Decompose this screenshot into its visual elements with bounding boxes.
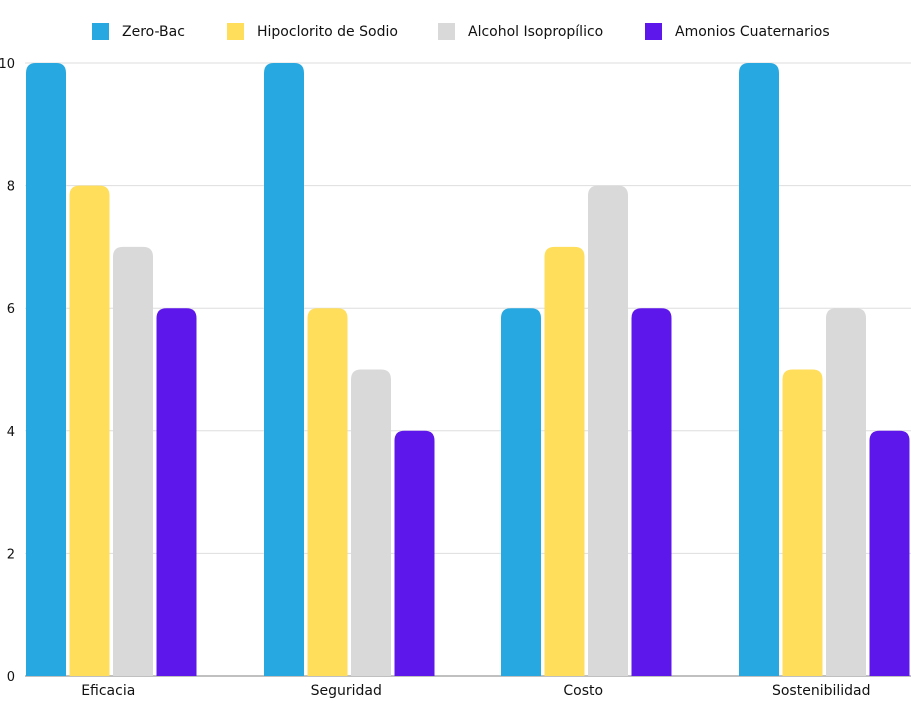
y-tick-label: 2 (7, 547, 15, 562)
bar (113, 246, 153, 676)
legend-label: Hipoclorito de Sodio (257, 24, 398, 40)
legend-swatch (645, 23, 662, 40)
legend-label: Alcohol Isopropílico (468, 24, 603, 40)
legend-swatch (438, 23, 455, 40)
x-tick-label: Eficacia (81, 683, 135, 699)
bar (307, 308, 348, 676)
bar (26, 63, 66, 676)
bars (26, 63, 910, 676)
y-tick-label: 0 (7, 670, 15, 685)
y-axis: 0 2 4 6 8 10 (0, 57, 15, 685)
bar (588, 185, 628, 676)
y-tick-label: 8 (7, 180, 15, 195)
legend-label: Zero-Bac (122, 24, 185, 40)
legend: Zero-Bac Hipoclorito de Sodio Alcohol Isop… (92, 23, 830, 40)
bar (782, 369, 823, 676)
bar (351, 369, 391, 676)
bar (739, 63, 779, 676)
legend-swatch (227, 23, 244, 40)
bar (264, 63, 304, 676)
bar (394, 430, 435, 676)
x-tick-label: Seguridad (311, 683, 382, 699)
bar (869, 430, 910, 676)
bar (69, 185, 110, 676)
legend-label: Amonios Cuaternarios (675, 24, 830, 40)
bar (826, 308, 866, 676)
x-tick-label: Sostenibilidad (772, 683, 871, 699)
bar (156, 308, 197, 676)
x-axis: Eficacia Seguridad Costo Sostenibilidad (81, 683, 870, 699)
y-tick-label: 6 (7, 302, 15, 317)
y-tick-label: 4 (7, 425, 15, 440)
bar (544, 246, 585, 676)
y-tick-label: 10 (0, 57, 15, 72)
legend-swatch (92, 23, 109, 40)
bar (631, 308, 672, 676)
bar (501, 308, 541, 676)
x-tick-label: Costo (563, 683, 603, 699)
